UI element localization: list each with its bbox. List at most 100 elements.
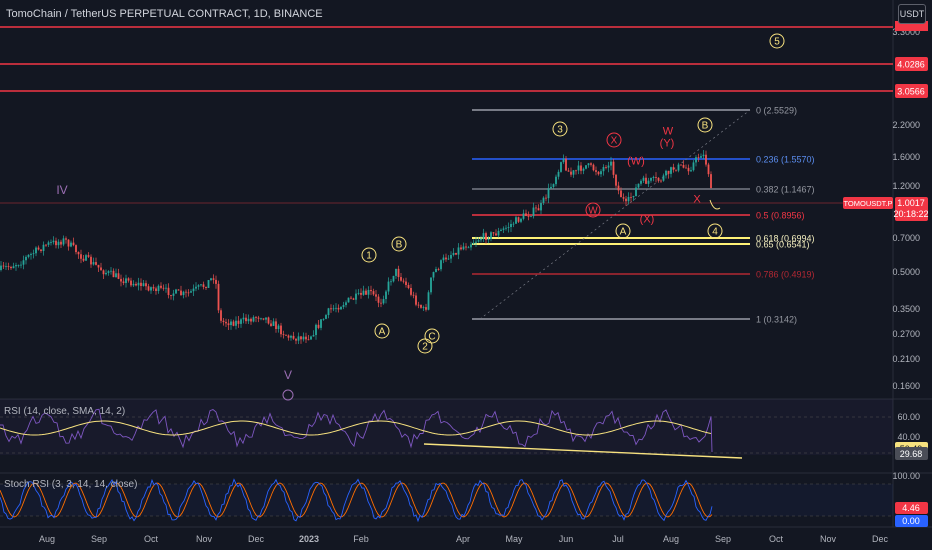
candle-body	[252, 317, 255, 322]
time-tick: Apr	[456, 534, 470, 544]
time-tick: 2023	[299, 534, 319, 544]
candle-body	[390, 281, 392, 283]
wave-label: V	[284, 368, 292, 382]
candle-body	[460, 247, 462, 250]
candle-body	[147, 286, 150, 291]
candle-body	[492, 232, 495, 234]
candle-body	[470, 244, 472, 248]
candle-body	[467, 247, 470, 249]
candle-body	[662, 175, 665, 181]
candle-body	[320, 319, 322, 328]
fib-level-label: 0.65 (0.6541)	[756, 240, 810, 250]
stoch-rsi-indicator-label[interactable]: Stoch RSI (3, 3, 14, 14, close)	[4, 479, 138, 490]
candle-body	[365, 290, 367, 295]
currency-button[interactable]: USDT	[898, 4, 926, 24]
candle-body	[375, 294, 377, 297]
rsi-indicator-label[interactable]: RSI (14, close, SMA, 14, 2)	[4, 406, 126, 417]
time-tick: May	[505, 534, 523, 544]
candle-body	[62, 238, 65, 245]
candle-body	[667, 170, 670, 174]
candle-body	[72, 242, 75, 246]
candle-body	[545, 197, 547, 199]
candle-body	[65, 238, 67, 240]
candle-body	[212, 278, 215, 280]
candle-body	[165, 287, 167, 289]
candle-body	[370, 289, 372, 292]
candle-body	[407, 285, 410, 289]
candle-body	[210, 278, 212, 281]
candle-body	[525, 213, 527, 216]
wave-label-circle	[769, 33, 785, 49]
candle-body	[150, 287, 152, 291]
candle-body	[535, 207, 537, 209]
candle-body	[610, 161, 612, 166]
candle-body	[322, 318, 325, 320]
candle-body	[480, 238, 482, 241]
candle-body	[52, 240, 55, 243]
fib-level-label: 1 (0.3142)	[756, 315, 797, 325]
candle-body	[435, 268, 437, 273]
projection-curve	[709, 199, 721, 210]
price-tick: 0.3500	[892, 304, 920, 314]
candle-body	[352, 298, 355, 300]
candle-body	[292, 335, 295, 339]
candle-body	[145, 283, 147, 287]
wave-label: C	[428, 332, 435, 343]
candle-body	[477, 240, 480, 242]
candle-body	[295, 338, 297, 341]
candle-body	[577, 165, 580, 171]
candle-body	[232, 321, 235, 326]
candle-body	[305, 336, 307, 340]
current-price-tag-bg	[895, 197, 928, 221]
candle-body	[615, 174, 617, 186]
candle-body	[250, 318, 252, 322]
candle-body	[155, 288, 157, 291]
candle-body	[630, 196, 632, 198]
wave-label: X	[693, 194, 701, 206]
time-tick: Feb	[353, 534, 369, 544]
candle-body	[70, 242, 72, 247]
candle-body	[0, 265, 2, 270]
candle-body	[157, 285, 160, 291]
price-level-tag: 4.0286	[897, 60, 925, 70]
candle-body	[95, 262, 97, 265]
price-tick: 2.2000	[892, 120, 920, 130]
candle-body	[657, 177, 660, 181]
time-tick: Aug	[39, 534, 55, 544]
candle-body	[420, 305, 422, 308]
wave-label: A	[620, 227, 627, 238]
candle-body	[42, 244, 45, 251]
stoch-k-tag-bg	[895, 502, 928, 514]
candle-body	[40, 249, 42, 251]
candle-body	[622, 197, 625, 199]
current-price-tag: 1.0017	[897, 198, 925, 208]
wave-label: (Y)	[660, 138, 675, 150]
candle-body	[12, 266, 15, 269]
candle-body	[547, 188, 550, 199]
candle-body	[670, 167, 672, 174]
candle-body	[222, 320, 225, 322]
candle-body	[162, 287, 165, 289]
time-tick: Aug	[663, 534, 679, 544]
wave-label-circle	[585, 202, 601, 218]
candle-body	[60, 241, 62, 245]
candle-body	[87, 255, 90, 257]
candle-body	[325, 315, 327, 319]
candle-body	[422, 307, 425, 308]
candle-body	[400, 277, 402, 281]
candle-body	[560, 162, 562, 172]
candle-body	[612, 161, 615, 175]
candle-body	[307, 339, 310, 341]
wave-label-circle	[707, 223, 723, 239]
candle-body	[260, 318, 262, 320]
candle-body	[532, 207, 535, 217]
price-level-tag-bg	[895, 84, 928, 98]
time-tick: Oct	[769, 534, 784, 544]
candle-body	[170, 295, 172, 296]
candle-body	[642, 177, 645, 181]
rsi-divergence-line	[423, 443, 743, 459]
candle-body	[432, 272, 435, 278]
candle-body	[587, 163, 590, 166]
